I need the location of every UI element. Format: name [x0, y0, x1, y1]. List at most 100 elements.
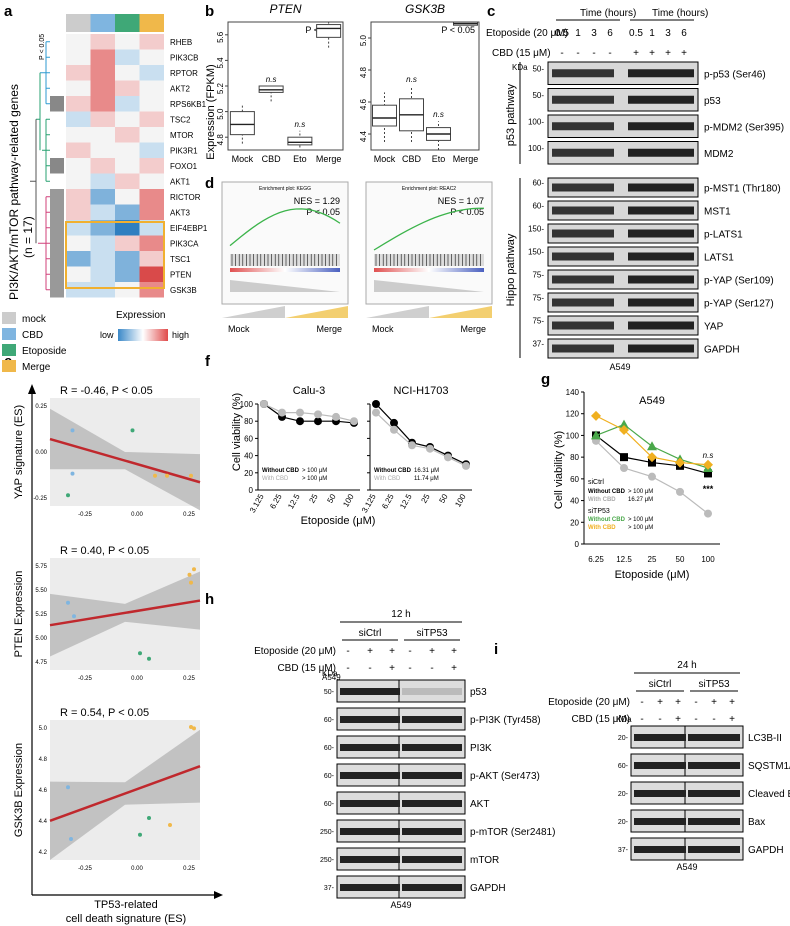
y-tick-label: 20 — [570, 518, 579, 527]
blot-label: Bax — [748, 817, 765, 828]
blot-band — [552, 183, 614, 192]
series-point — [647, 452, 657, 463]
blot-band — [552, 252, 614, 261]
scatter-stat: R = 0.40, P < 0.05 — [60, 545, 149, 557]
ns-label: n.s — [266, 75, 277, 84]
cbd-sign: - — [712, 714, 715, 725]
y-tick-label: 5.0 — [216, 108, 225, 120]
blot-band — [340, 856, 400, 863]
heat-cell — [66, 189, 91, 205]
blot-label: p-PI3K (Tyr458) — [470, 715, 541, 726]
series-point — [408, 441, 416, 450]
boxplot-p: P < 0.05 — [441, 25, 475, 35]
heat-cell — [66, 127, 91, 143]
y-tick-label: 4.6 — [39, 788, 48, 794]
y-tick-label: 140 — [566, 388, 580, 397]
x-tick-label: 50 — [676, 555, 685, 564]
eto-sign: + — [675, 697, 681, 708]
series-line — [375, 403, 467, 465]
eto-sign: - — [640, 697, 643, 708]
y-tick-label: 100 — [566, 431, 580, 440]
gsea-title: Enrichment plot: REAC2 — [402, 186, 456, 192]
panel-e-scatter: TP53-related cell death signature (ES) R… — [13, 384, 223, 925]
series-point — [703, 459, 713, 470]
section-label: Hippo pathway — [505, 233, 517, 306]
merge-label: Merge — [316, 324, 342, 334]
side-cell — [50, 142, 64, 158]
heat-cell — [139, 158, 164, 174]
ns-label: n.s — [295, 120, 306, 129]
blot-band — [552, 206, 614, 215]
heat-cell — [115, 204, 140, 220]
blot-band — [402, 828, 462, 835]
scatter-point — [153, 473, 157, 478]
p-value-label: P < 0.05 — [39, 34, 46, 60]
series-point — [619, 419, 629, 429]
heat-cell — [115, 266, 140, 282]
box — [229, 111, 255, 136]
heat-cell — [66, 80, 91, 96]
panel-label-i: i — [494, 641, 498, 658]
g-ns: n.s — [703, 451, 714, 460]
blot-strip — [547, 114, 699, 138]
blot-band — [688, 734, 740, 741]
x-tick-label: 12.5 — [286, 492, 302, 510]
eto-sign: + — [711, 697, 717, 708]
scatter-point — [69, 837, 73, 841]
heat-cell — [90, 80, 115, 96]
heat-cell — [90, 235, 115, 251]
x-tick-label: 6.25 — [588, 555, 604, 564]
box — [316, 24, 342, 38]
expression-high: high — [172, 330, 189, 340]
group-colorbar — [66, 14, 164, 32]
eto-sign: + — [367, 646, 373, 657]
mw-label: 50- — [532, 64, 544, 73]
merge-wedge — [285, 306, 348, 318]
blot-band — [634, 762, 686, 769]
category-label: Eto — [432, 154, 446, 164]
blot-strip — [547, 61, 699, 85]
series-point — [426, 444, 434, 453]
g-sictrl: siCtrl — [588, 479, 604, 486]
blot-strip — [547, 292, 699, 313]
blot-band — [340, 884, 400, 891]
blot-band — [340, 688, 400, 695]
e-xlabel-1: TP53-related — [94, 899, 158, 911]
mw-label: 75- — [532, 317, 544, 326]
mw-label: 50- — [532, 91, 544, 100]
series-point — [278, 408, 286, 417]
blot-label: YAP — [704, 322, 724, 333]
mw-label: 100- — [528, 144, 544, 153]
blot-label: p53 — [704, 96, 721, 107]
mw-label: 250- — [320, 857, 335, 864]
cell-line: A549 — [390, 900, 411, 910]
y-tick-label: 5.75 — [35, 564, 47, 570]
time-value: 0.5 — [555, 28, 569, 39]
gsea-nes: NES = 1.29 — [294, 196, 340, 206]
heat-cell — [66, 204, 91, 220]
cbd-sign: + — [675, 714, 681, 725]
g-legend-value: > 100 μM — [628, 489, 653, 495]
heat-cell — [66, 220, 91, 236]
gene-label: FOXO1 — [170, 162, 198, 171]
y-arrowhead — [28, 384, 36, 394]
eto-sign: + — [451, 646, 457, 657]
side-cell — [50, 49, 64, 65]
cbd-sign: + — [451, 663, 457, 674]
scatter-point — [147, 656, 151, 661]
blot-band — [688, 790, 740, 797]
series-point — [620, 453, 628, 462]
f-ylabel: Cell viability (%) — [231, 393, 243, 471]
legend-label: Merge — [22, 362, 51, 373]
side-cell — [50, 65, 64, 81]
section-label: p53 pathway — [505, 83, 517, 146]
panel-label-f: f — [205, 353, 211, 370]
x-tick-label: 12.5 — [398, 492, 414, 510]
heat-cell — [90, 189, 115, 205]
y-tick-label: 120 — [566, 410, 580, 419]
kda-label: KDa — [616, 715, 632, 724]
x-tick-label: 12.5 — [616, 555, 632, 564]
x-arrowhead — [214, 891, 223, 899]
heat-cell — [139, 220, 164, 236]
panel-a-heatmap: P < 0.05 PI3K/AKT/mTOR pathway-related g… — [2, 14, 208, 373]
